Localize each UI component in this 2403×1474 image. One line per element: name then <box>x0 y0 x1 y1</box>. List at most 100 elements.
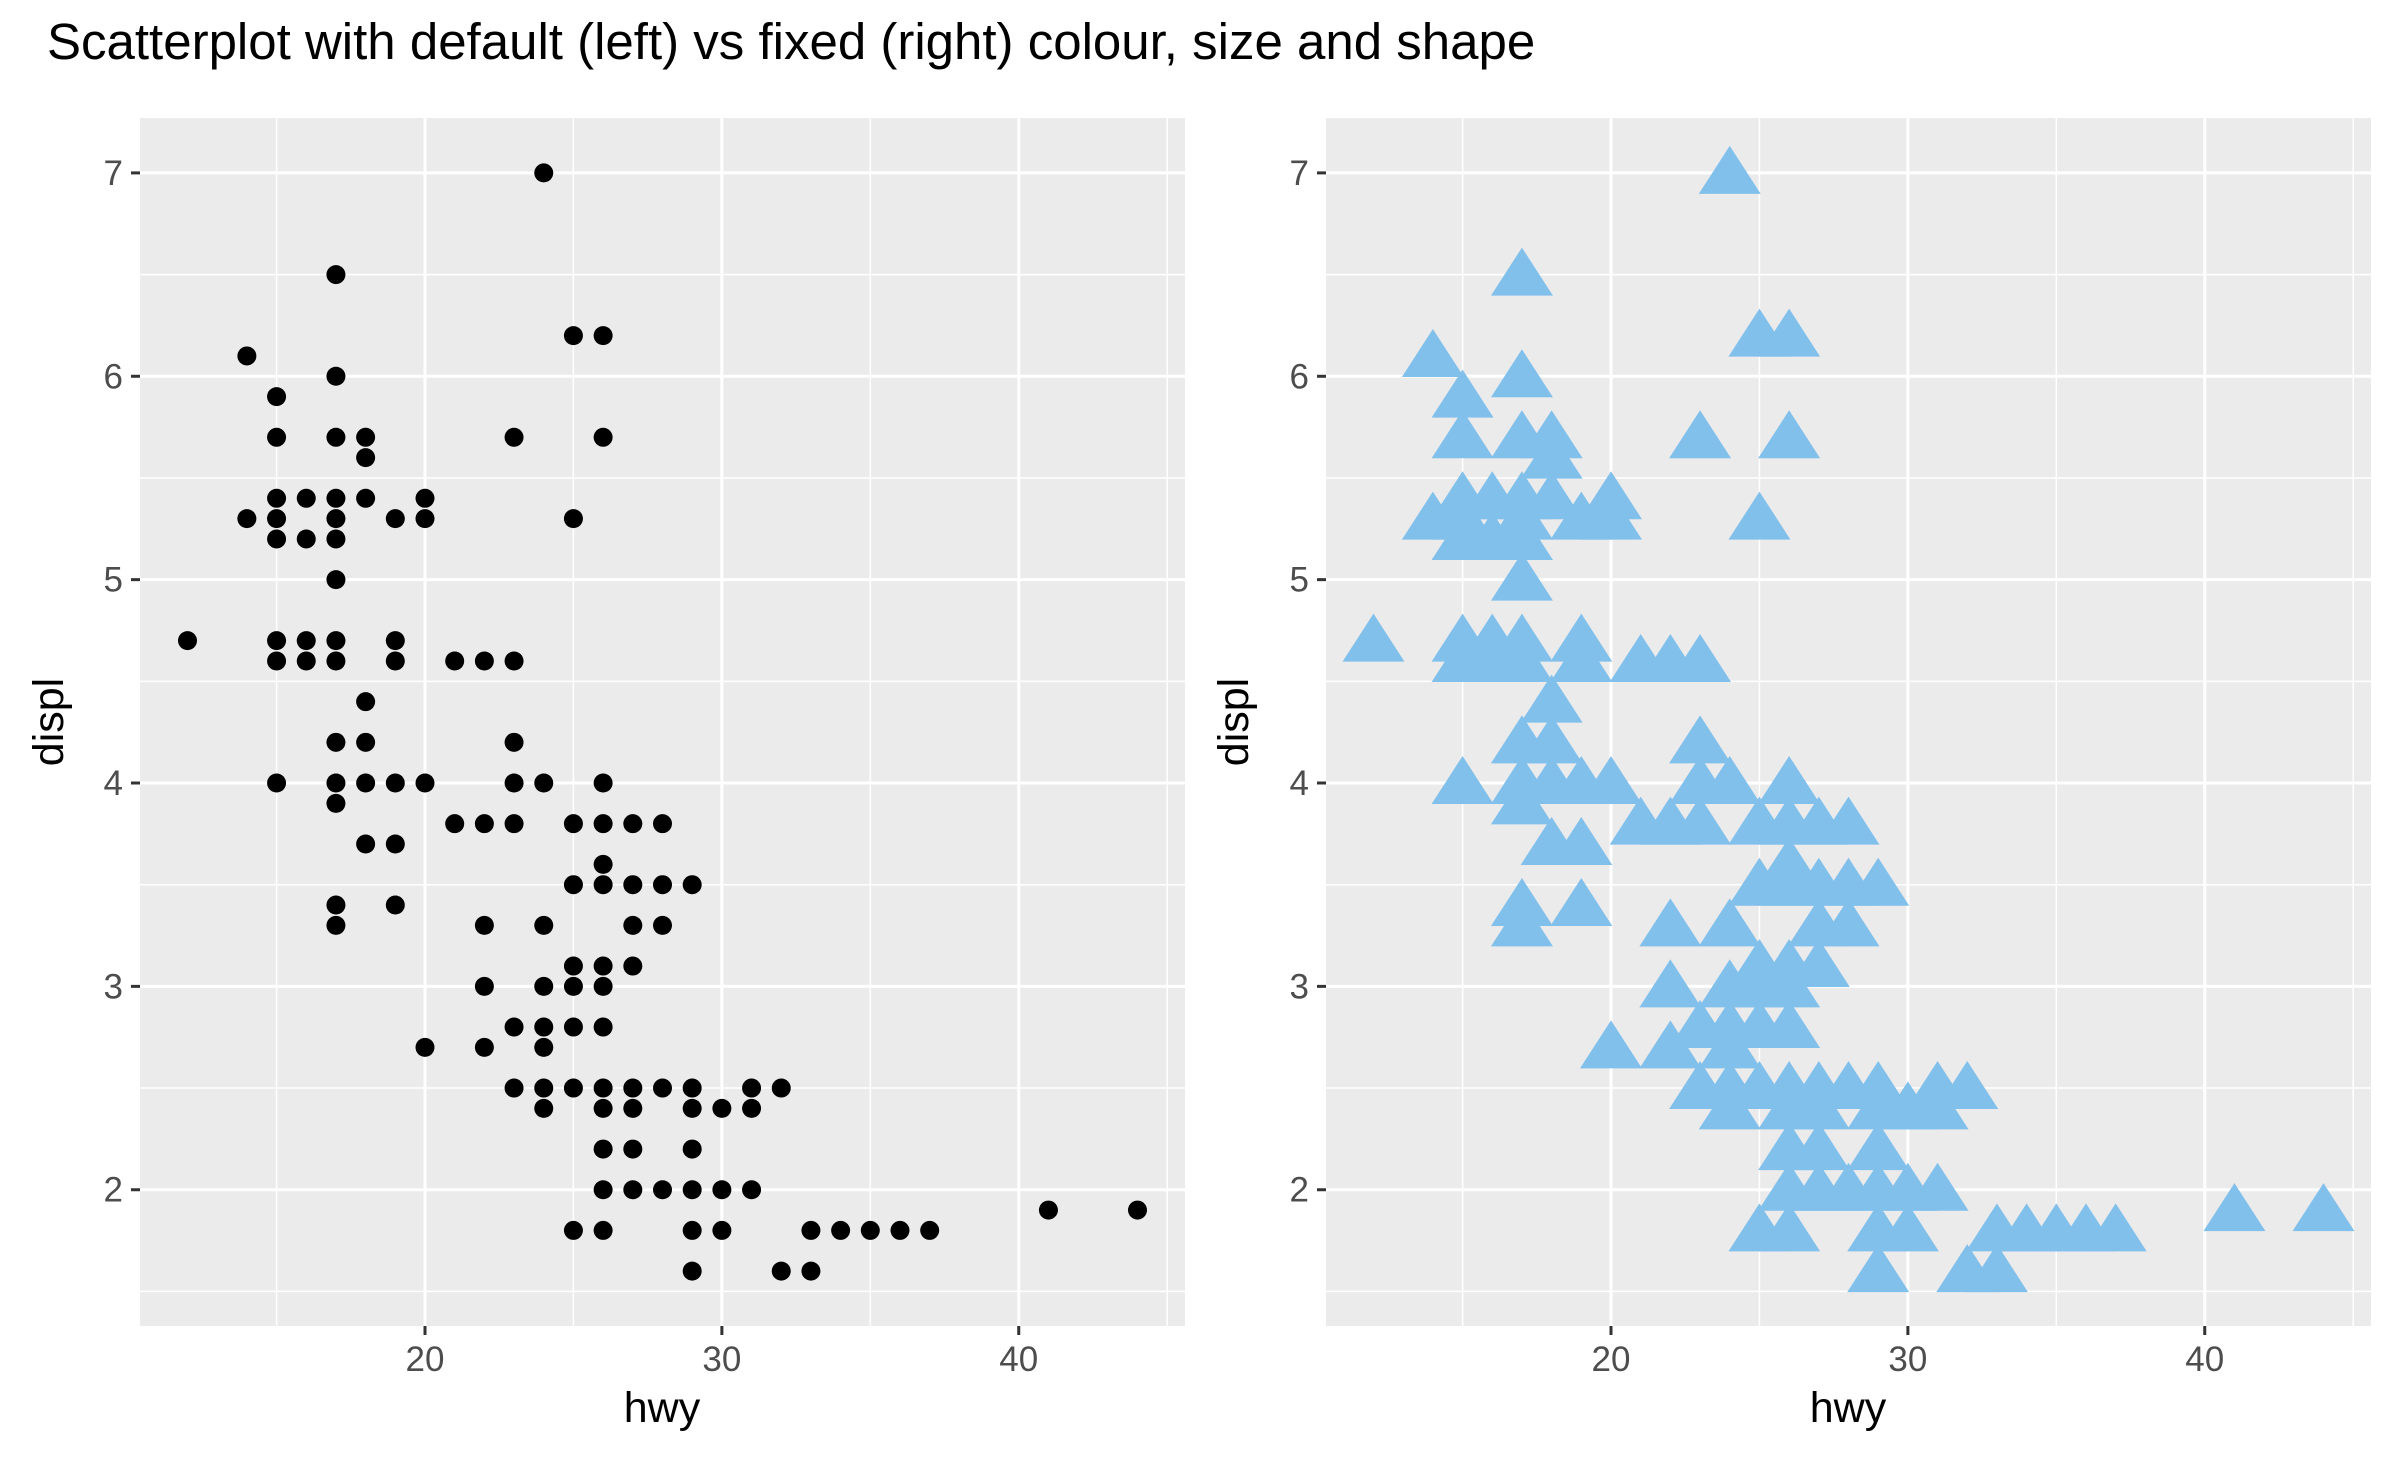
data-point <box>1787 939 1850 988</box>
data-point <box>1698 898 1761 947</box>
data-point <box>1490 878 1553 927</box>
data-point <box>771 1078 791 1098</box>
data-point <box>1669 410 1732 459</box>
data-point <box>563 976 583 996</box>
data-point <box>1758 1203 1821 1252</box>
data-point <box>237 346 257 366</box>
data-point <box>563 326 583 346</box>
y-tick-label: 6 <box>1290 357 1309 396</box>
data-point <box>623 915 643 935</box>
data-point <box>1787 1122 1850 1171</box>
data-point <box>1965 1244 2028 1293</box>
chart-title: Scatterplot with default (left) vs fixed… <box>47 13 1536 70</box>
x-tick-label: 20 <box>1592 1340 1631 1379</box>
y-tick-label: 4 <box>104 764 123 803</box>
data-point <box>712 1098 732 1118</box>
data-point <box>267 488 287 508</box>
data-point <box>326 366 346 386</box>
data-point <box>534 163 554 183</box>
data-point <box>1401 328 1464 377</box>
data-point <box>504 427 524 447</box>
data-point <box>682 1098 702 1118</box>
data-point <box>2292 1183 2355 1232</box>
data-point <box>593 1139 613 1159</box>
data-point <box>623 875 643 895</box>
data-point <box>1698 145 1761 194</box>
data-point <box>1639 959 1702 1008</box>
data-point <box>563 814 583 834</box>
panel-background <box>140 118 1185 1326</box>
data-point <box>1639 898 1702 947</box>
data-point <box>2203 1183 2266 1232</box>
data-point <box>356 692 376 712</box>
data-point <box>326 793 346 813</box>
data-point <box>1520 471 1583 520</box>
data-point <box>326 427 346 447</box>
data-point <box>385 773 405 793</box>
data-point <box>682 875 702 895</box>
data-point <box>860 1220 880 1240</box>
data-point <box>742 1180 762 1200</box>
data-point <box>1520 410 1583 459</box>
right-scatter-panel: 20 30 40 2 3 4 5 6 7 hwy displ <box>1210 118 2371 1432</box>
data-point <box>682 1139 702 1159</box>
data-point <box>504 1078 524 1098</box>
data-point <box>593 1180 613 1200</box>
data-point <box>326 570 346 590</box>
data-point <box>1817 796 1880 845</box>
data-point <box>920 1220 940 1240</box>
data-point <box>682 1078 702 1098</box>
y-axis-title: displ <box>1210 678 1258 766</box>
data-point <box>1936 1061 1999 1110</box>
data-point <box>1580 471 1642 520</box>
y-tick-label: 6 <box>104 357 123 396</box>
data-point <box>623 1098 643 1118</box>
data-point <box>385 631 405 651</box>
data-point <box>1758 308 1821 357</box>
data-point <box>356 488 376 508</box>
data-point <box>1580 756 1642 805</box>
data-point <box>653 915 672 935</box>
data-point <box>534 773 554 793</box>
y-tick-label: 3 <box>104 967 123 1006</box>
data-point <box>1580 1020 1642 1069</box>
data-point <box>1906 1162 1969 1211</box>
data-point <box>385 834 405 854</box>
data-point <box>267 631 287 651</box>
data-point <box>1490 247 1553 296</box>
y-tick-label: 3 <box>1290 967 1309 1006</box>
data-point <box>326 488 346 508</box>
x-axis-title: hwy <box>1810 1384 1887 1432</box>
data-point <box>2084 1203 2147 1252</box>
data-point <box>563 1078 583 1098</box>
data-point <box>178 631 197 651</box>
data-point <box>682 1180 702 1200</box>
data-point <box>445 651 465 671</box>
x-tick-label: 20 <box>406 1340 445 1379</box>
data-point <box>1669 633 1732 682</box>
data-point <box>593 956 613 976</box>
data-point <box>1728 491 1791 540</box>
data-point <box>267 427 287 447</box>
data-point <box>593 773 613 793</box>
data-point <box>237 509 257 529</box>
data-point <box>296 529 316 549</box>
data-point <box>653 875 672 895</box>
data-point <box>504 773 524 793</box>
data-point <box>267 651 287 671</box>
data-point <box>534 1017 554 1037</box>
data-point <box>653 814 672 834</box>
data-point <box>1520 674 1583 723</box>
data-point <box>801 1261 821 1281</box>
x-tick-label: 30 <box>1888 1340 1927 1379</box>
data-point <box>1639 1020 1702 1069</box>
data-point <box>415 509 435 529</box>
data-point <box>593 427 613 447</box>
data-point <box>445 814 465 834</box>
data-point <box>356 448 376 468</box>
data-point <box>474 814 494 834</box>
data-point <box>1550 878 1613 927</box>
data-point <box>563 875 583 895</box>
data-point <box>326 732 346 752</box>
